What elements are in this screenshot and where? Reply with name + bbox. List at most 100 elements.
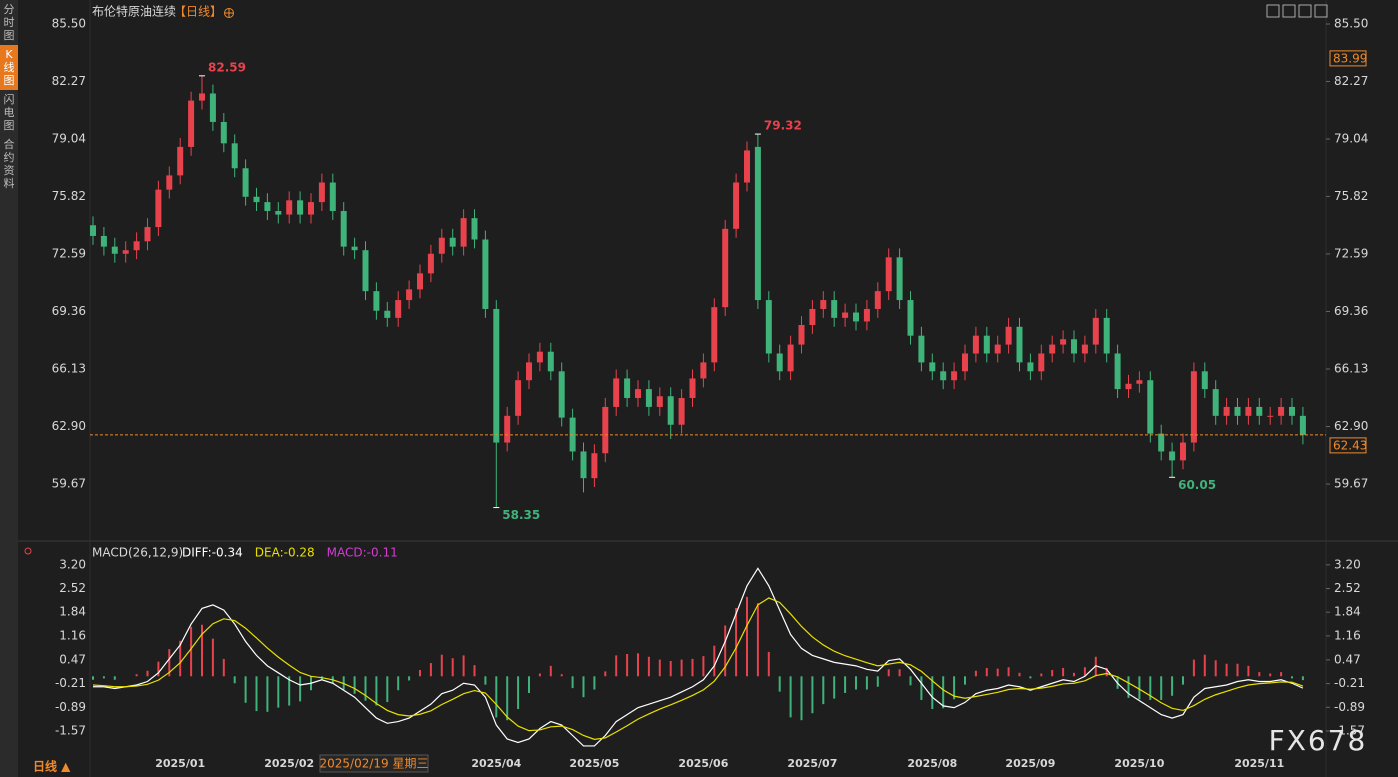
y-tick-label: -1.57	[1334, 723, 1365, 737]
candle-body	[100, 235, 107, 247]
y-tick-label: 3.20	[59, 557, 86, 571]
candle-body	[754, 146, 761, 301]
candle-body	[122, 250, 129, 254]
candle-body	[427, 253, 434, 274]
candle-body	[166, 175, 173, 190]
y-tick-label: -0.89	[55, 700, 86, 714]
tab[interactable]: 闪电图	[3, 93, 15, 132]
candle-body	[929, 362, 936, 372]
y-tick-label: 59.67	[52, 477, 86, 491]
candle-body	[449, 237, 456, 247]
candle-body	[1005, 326, 1012, 345]
candle-body	[994, 344, 1001, 354]
candle-body	[972, 335, 979, 354]
chart-title: 布伦特原油连续	[92, 4, 176, 19]
last-price-label: 62.43	[1333, 438, 1367, 452]
high-annotation: 82.59	[208, 60, 246, 74]
y-tick-label: 1.84	[1334, 605, 1361, 619]
tab[interactable]: K线图	[0, 45, 18, 90]
candle-body	[515, 380, 522, 416]
tab[interactable]: 合约资料	[3, 138, 15, 190]
y-tick-label: 1.16	[59, 628, 86, 642]
legend-entry: MACD:-0.11	[327, 546, 398, 560]
candle-body	[1256, 406, 1263, 416]
y-tick-label: 72.59	[1334, 246, 1368, 260]
candle-body	[776, 353, 783, 372]
y-tick-label: 2.52	[59, 581, 86, 595]
tab[interactable]: 分时图	[3, 3, 15, 42]
candle-body	[438, 237, 445, 254]
candle-body	[580, 451, 587, 479]
candle-body	[177, 146, 184, 176]
y-tick-label: 62.90	[52, 419, 86, 433]
macd-line	[92, 597, 1304, 740]
y-tick-label: 75.82	[1334, 189, 1368, 203]
candle-body	[264, 202, 271, 212]
candle-body	[1114, 353, 1121, 390]
y-tick-label: 66.13	[52, 361, 86, 375]
y-tick-label: 79.04	[1334, 132, 1368, 146]
y-tick-label: 72.59	[52, 246, 86, 260]
candle-body	[155, 189, 162, 228]
candle-body	[907, 300, 914, 336]
y-tick-label: 69.36	[1334, 304, 1368, 318]
candle-body	[798, 324, 805, 345]
y-tick-label: -0.89	[1334, 700, 1365, 714]
watermark: FX678	[1269, 724, 1368, 757]
candle-body	[689, 378, 696, 399]
candle-body	[645, 389, 652, 407]
candle-body	[940, 371, 947, 381]
y-tick-label: 75.82	[52, 189, 86, 203]
candle-body	[1190, 371, 1197, 443]
sidebar: 分时图 K线图 闪电图 合约资料	[0, 0, 18, 777]
candle-body	[275, 211, 282, 215]
candle-body	[482, 239, 489, 309]
tool-button[interactable]	[1298, 4, 1312, 18]
period-button[interactable]: 日线 ▲	[33, 759, 71, 774]
macd-line	[93, 567, 1304, 747]
tool-button[interactable]	[1282, 4, 1296, 18]
x-tick-label: 2025/07	[787, 757, 837, 770]
candle-body	[1081, 344, 1088, 354]
x-tick-label: 2025/04	[471, 757, 521, 770]
candle-body	[220, 121, 227, 144]
candle-body	[188, 100, 195, 147]
candle-body	[809, 308, 816, 325]
y-tick-label: 0.47	[1334, 652, 1361, 666]
candle-body	[1016, 326, 1023, 363]
candle-body	[493, 308, 500, 443]
candle-body	[787, 344, 794, 372]
indicator-icon[interactable]	[24, 547, 32, 555]
candle-body	[656, 396, 663, 407]
candle-body	[874, 291, 881, 309]
y-tick-label: -0.21	[1334, 676, 1365, 690]
candle-body	[1267, 415, 1274, 417]
candle-body	[471, 218, 478, 240]
x-tick-label: 2025/11	[1234, 757, 1284, 770]
tool-button[interactable]	[1314, 4, 1328, 18]
candle-body	[373, 291, 380, 311]
candle-body	[558, 371, 565, 418]
candle-body	[1158, 433, 1165, 452]
candle-body	[242, 168, 249, 197]
candle-body	[384, 310, 391, 318]
candle-body	[1299, 415, 1306, 435]
candle-body	[133, 241, 140, 251]
y-tick-label: 3.20	[1334, 557, 1361, 571]
candle-body	[1245, 406, 1252, 416]
tool-button[interactable]	[1266, 4, 1280, 18]
legend-entry: DIFF:-0.34	[182, 546, 243, 560]
x-tick-label: 2025/09	[1005, 757, 1055, 770]
y-tick-label: 82.27	[52, 74, 86, 88]
cursor-label: 2025/02/19 星期三	[320, 757, 429, 771]
candle-body	[591, 453, 598, 479]
y-tick-label: 1.84	[59, 605, 86, 619]
low-annotation: 58.35	[502, 508, 540, 522]
candle-body	[1180, 442, 1186, 461]
candle-body	[318, 182, 325, 203]
candle-body	[406, 289, 413, 301]
candle-body	[395, 300, 402, 318]
candle-body	[1125, 383, 1132, 390]
